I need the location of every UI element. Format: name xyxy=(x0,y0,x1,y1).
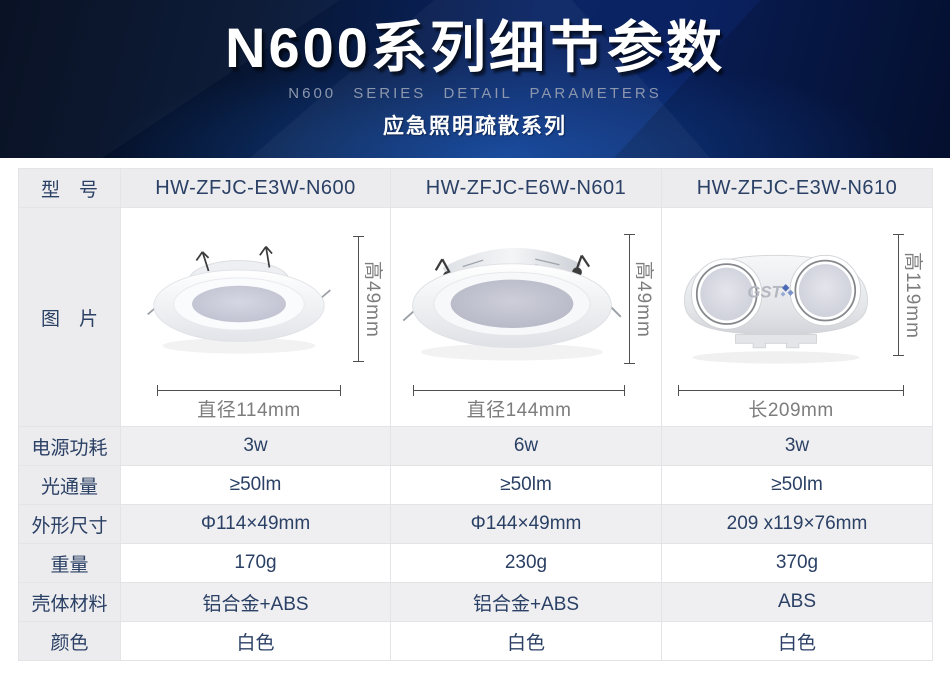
downlight-image xyxy=(147,246,331,354)
width-dimension-label: 直径114mm xyxy=(197,400,301,421)
width-dimension-label: 长209mm xyxy=(748,400,834,421)
dimension-line xyxy=(157,385,341,396)
row-label-power: 电源功耗 xyxy=(18,426,121,466)
weight-n601: 230g xyxy=(390,543,662,583)
spec-table: 型 号 HW-ZFJC-E3W-N600 HW-ZFJC-E6W-N601 HW… xyxy=(18,168,933,661)
dimension-line xyxy=(624,234,635,364)
material-n600: 铝合金+ABS xyxy=(120,582,391,622)
width-dimension: 直径114mm xyxy=(157,385,341,422)
lamp-head-right xyxy=(789,254,861,327)
height-dimension: 高119mm xyxy=(893,234,923,356)
banner-subtitle-cn: 应急照明疏散系列 xyxy=(383,115,567,138)
twin-head-light-image: GST xyxy=(684,254,868,364)
row-color: 颜色 白色 白色 白色 xyxy=(18,621,933,661)
material-n601: 铝合金+ABS xyxy=(390,582,662,622)
height-dimension-label: 高119mm xyxy=(902,251,923,339)
width-dimension-label: 直径144mm xyxy=(466,400,572,421)
weight-n600: 170g xyxy=(120,543,391,583)
model-n610: HW-ZFJC-E3W-N610 xyxy=(661,168,933,208)
spring-clip-icon xyxy=(195,246,273,272)
product-photo-n610: GST 高119mm 长209mm xyxy=(663,209,932,426)
lamp-head-left xyxy=(691,258,763,330)
width-dimension: 长209mm xyxy=(678,385,904,422)
row-label-size: 外形尺寸 xyxy=(18,504,121,544)
row-size: 外形尺寸 Φ114×49mm Φ144×49mm 209 x119×76mm xyxy=(18,504,933,544)
size-n601: Φ144×49mm xyxy=(390,504,662,544)
row-model: 型 号 HW-ZFJC-E3W-N600 HW-ZFJC-E6W-N601 HW… xyxy=(18,168,933,208)
height-dimension-label: 高49mm xyxy=(362,260,383,338)
row-label-weight: 重量 xyxy=(18,543,121,583)
row-label-material: 壳体材料 xyxy=(18,582,121,622)
row-label-color: 颜色 xyxy=(18,621,121,661)
row-image: 图 片 xyxy=(18,207,933,427)
dimension-line xyxy=(353,236,364,362)
height-dimension: 高49mm xyxy=(353,236,383,362)
mounting-bracket xyxy=(735,334,817,349)
height-dimension: 高49mm xyxy=(624,234,654,364)
material-n610: ABS xyxy=(661,582,933,622)
dimension-line xyxy=(678,385,904,396)
banner-subtitle-en: N600 SERIES DETAIL PARAMETERS xyxy=(288,85,662,102)
height-dimension-label: 高49mm xyxy=(633,260,654,338)
color-n610: 白色 xyxy=(661,621,933,661)
gst-logo: GST xyxy=(747,283,783,302)
image-cell-n600: 高49mm 直径114mm xyxy=(120,207,391,427)
color-n601: 白色 xyxy=(390,621,662,661)
row-flux: 光通量 ≥50lm ≥50lm ≥50lm xyxy=(18,465,933,505)
banner: N600系列细节参数 N600 SERIES DETAIL PARAMETERS… xyxy=(0,0,950,158)
size-n600: Φ114×49mm xyxy=(120,504,391,544)
row-label-flux: 光通量 xyxy=(18,465,121,505)
downlight-image xyxy=(402,248,622,361)
row-power: 电源功耗 3w 6w 3w xyxy=(18,426,933,466)
row-material: 壳体材料 铝合金+ABS 铝合金+ABS ABS xyxy=(18,582,933,622)
dimension-line xyxy=(413,385,625,396)
width-dimension: 直径144mm xyxy=(413,385,625,422)
flux-n610: ≥50lm xyxy=(661,465,933,505)
product-photo-n600: 高49mm 直径114mm xyxy=(122,209,390,426)
product-photo-n601: 高49mm 直径144mm xyxy=(392,209,661,426)
row-label-image: 图 片 xyxy=(18,207,121,427)
banner-title: N600系列细节参数 xyxy=(225,16,725,79)
image-cell-n601: 高49mm 直径144mm xyxy=(390,207,662,427)
row-label-model: 型 号 xyxy=(18,168,121,208)
color-n600: 白色 xyxy=(120,621,391,661)
flux-n601: ≥50lm xyxy=(390,465,662,505)
model-n600: HW-ZFJC-E3W-N600 xyxy=(120,168,391,208)
size-n610: 209 x119×76mm xyxy=(661,504,933,544)
weight-n610: 370g xyxy=(661,543,933,583)
power-n610: 3w xyxy=(661,426,933,466)
label-band xyxy=(442,248,582,285)
dimension-line xyxy=(893,234,904,356)
flux-n600: ≥50lm xyxy=(120,465,391,505)
image-cell-n610: GST 高119mm 长209mm xyxy=(661,207,933,427)
model-n601: HW-ZFJC-E6W-N601 xyxy=(390,168,662,208)
power-n600: 3w xyxy=(120,426,391,466)
power-n601: 6w xyxy=(390,426,662,466)
row-weight: 重量 170g 230g 370g xyxy=(18,543,933,583)
